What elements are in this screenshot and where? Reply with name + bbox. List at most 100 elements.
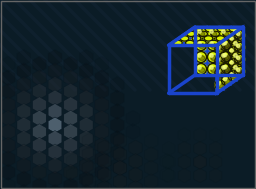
Ellipse shape: [211, 68, 217, 73]
Polygon shape: [33, 70, 46, 86]
Polygon shape: [79, 63, 93, 79]
Circle shape: [231, 40, 242, 50]
Polygon shape: [145, 187, 158, 189]
Circle shape: [221, 63, 231, 73]
Polygon shape: [64, 124, 78, 140]
Ellipse shape: [199, 68, 205, 73]
Ellipse shape: [218, 48, 223, 52]
Polygon shape: [79, 158, 93, 174]
Circle shape: [221, 51, 231, 61]
Circle shape: [196, 64, 207, 74]
Polygon shape: [64, 151, 78, 167]
Polygon shape: [79, 185, 93, 189]
Circle shape: [231, 28, 242, 39]
Polygon shape: [48, 131, 62, 146]
Ellipse shape: [225, 67, 230, 72]
Circle shape: [234, 54, 237, 57]
Polygon shape: [33, 56, 46, 72]
Ellipse shape: [225, 79, 230, 84]
Circle shape: [215, 44, 225, 54]
Polygon shape: [17, 158, 31, 174]
Polygon shape: [64, 164, 78, 180]
Circle shape: [235, 42, 245, 52]
Polygon shape: [209, 155, 222, 169]
Ellipse shape: [174, 40, 182, 46]
Polygon shape: [209, 168, 222, 183]
Polygon shape: [82, 133, 95, 149]
Polygon shape: [48, 158, 62, 174]
Circle shape: [208, 64, 219, 74]
Ellipse shape: [223, 31, 231, 36]
Circle shape: [217, 82, 220, 85]
Polygon shape: [82, 174, 95, 189]
Ellipse shape: [187, 31, 195, 36]
Polygon shape: [95, 97, 109, 113]
Ellipse shape: [205, 27, 214, 32]
Ellipse shape: [223, 56, 229, 61]
Circle shape: [215, 80, 225, 90]
Ellipse shape: [186, 40, 194, 46]
Polygon shape: [48, 117, 62, 133]
Ellipse shape: [229, 27, 238, 32]
Circle shape: [223, 77, 227, 81]
Polygon shape: [48, 104, 62, 119]
Polygon shape: [79, 77, 93, 92]
Ellipse shape: [198, 40, 206, 46]
Polygon shape: [111, 77, 124, 92]
Polygon shape: [79, 131, 93, 146]
Polygon shape: [111, 90, 124, 106]
Ellipse shape: [217, 27, 226, 32]
Polygon shape: [95, 137, 109, 153]
Circle shape: [219, 40, 230, 50]
Circle shape: [235, 66, 245, 76]
Circle shape: [221, 75, 231, 85]
Ellipse shape: [223, 68, 229, 73]
Circle shape: [196, 40, 207, 50]
Polygon shape: [95, 110, 109, 126]
Circle shape: [230, 37, 233, 40]
Polygon shape: [111, 144, 124, 160]
Circle shape: [208, 51, 219, 63]
Polygon shape: [48, 77, 62, 92]
Polygon shape: [169, 27, 243, 45]
Ellipse shape: [199, 31, 207, 36]
Polygon shape: [64, 97, 78, 113]
Polygon shape: [33, 137, 46, 153]
Polygon shape: [1, 178, 15, 189]
Polygon shape: [48, 185, 62, 189]
Circle shape: [208, 40, 219, 50]
Polygon shape: [48, 50, 62, 65]
Polygon shape: [64, 178, 78, 189]
Polygon shape: [113, 133, 127, 149]
Polygon shape: [17, 77, 31, 92]
Polygon shape: [1, 70, 15, 86]
Ellipse shape: [211, 44, 217, 49]
Polygon shape: [33, 97, 46, 113]
Polygon shape: [194, 155, 206, 169]
Polygon shape: [98, 140, 111, 155]
Circle shape: [210, 42, 213, 45]
Circle shape: [198, 66, 201, 69]
Polygon shape: [145, 160, 158, 176]
Polygon shape: [33, 178, 46, 189]
Circle shape: [230, 49, 233, 52]
Ellipse shape: [223, 32, 229, 37]
Polygon shape: [111, 131, 124, 146]
Ellipse shape: [204, 36, 213, 41]
Circle shape: [234, 30, 237, 33]
Polygon shape: [145, 174, 158, 189]
Ellipse shape: [199, 32, 205, 37]
Polygon shape: [126, 124, 140, 140]
Polygon shape: [129, 140, 142, 155]
Polygon shape: [194, 128, 206, 142]
Ellipse shape: [218, 84, 223, 88]
Circle shape: [219, 64, 230, 74]
Circle shape: [237, 44, 240, 47]
Polygon shape: [1, 83, 15, 99]
Polygon shape: [178, 128, 191, 142]
Ellipse shape: [231, 51, 237, 55]
Circle shape: [222, 66, 225, 69]
Polygon shape: [17, 63, 31, 79]
Polygon shape: [48, 90, 62, 106]
Polygon shape: [111, 158, 124, 174]
